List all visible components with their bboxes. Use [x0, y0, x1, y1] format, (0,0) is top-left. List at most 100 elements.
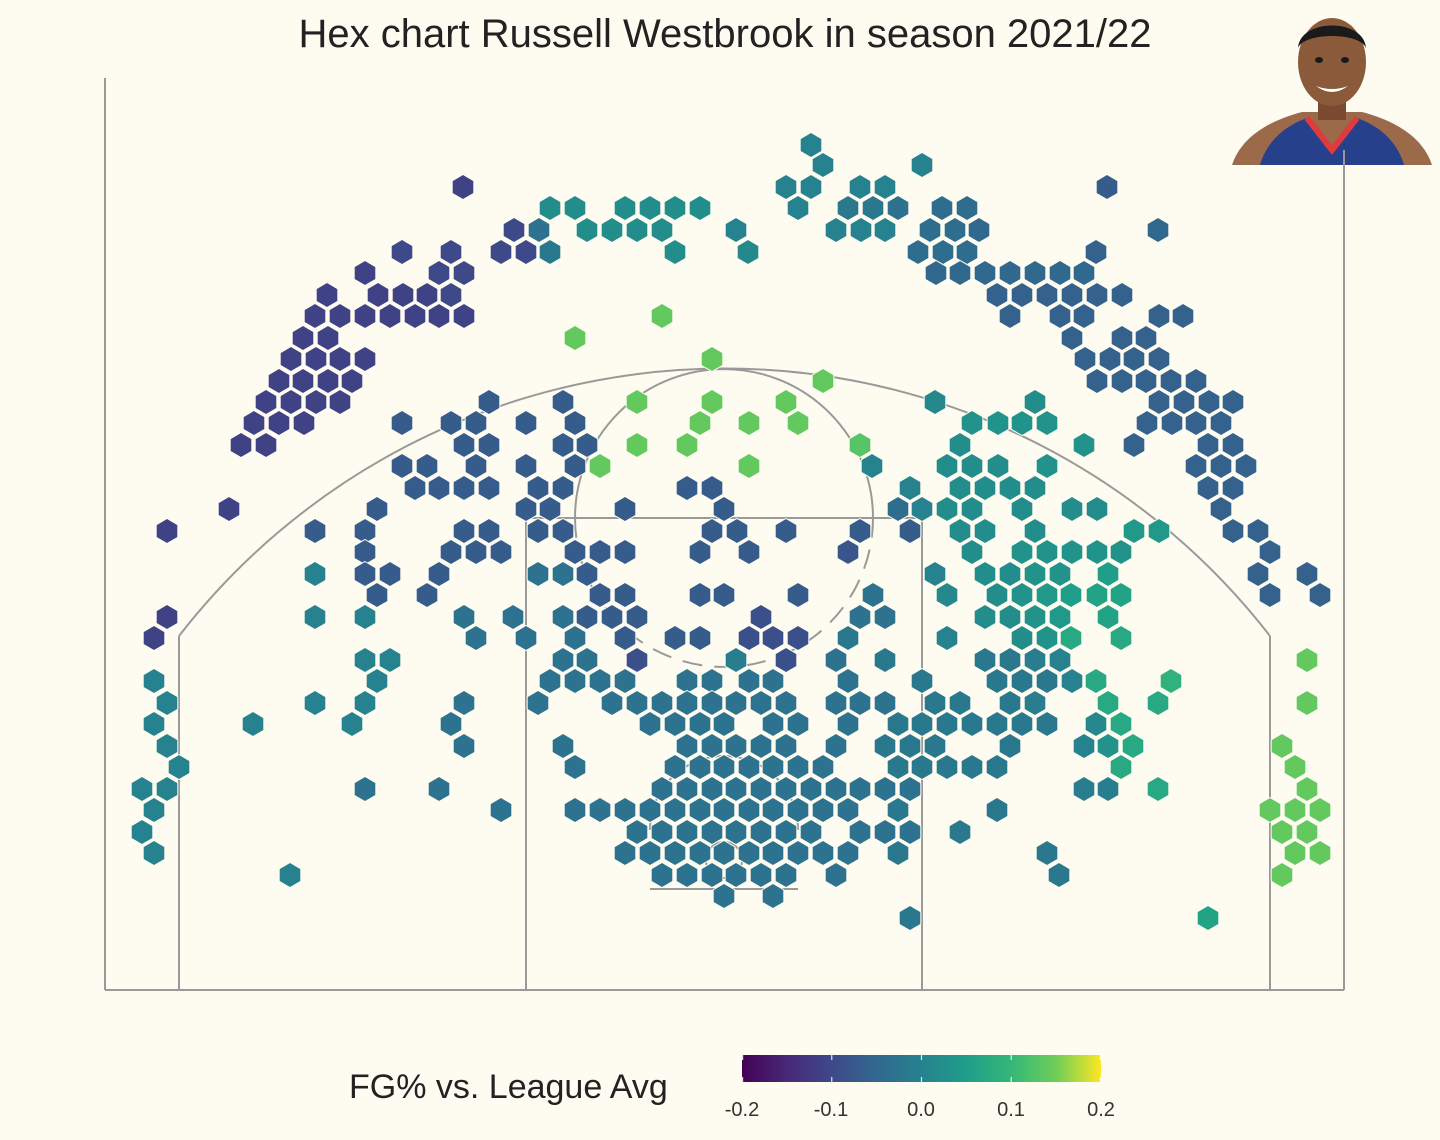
hex-bin [688, 581, 712, 609]
hex-bin [924, 259, 948, 287]
hex-bin [1197, 388, 1221, 416]
hex-bin [700, 732, 724, 760]
hex-bin [663, 753, 687, 781]
hex-bin [1095, 173, 1119, 201]
hex-bin [489, 238, 513, 266]
hex-bin [848, 517, 872, 545]
hex-bin [836, 194, 860, 222]
hex-bin [1121, 732, 1145, 760]
hex-bin [303, 302, 327, 330]
hex-bin [1098, 345, 1122, 373]
hex-bin [786, 796, 810, 824]
hex-bin [688, 753, 712, 781]
hex-bin [650, 775, 674, 803]
hex-bins [130, 131, 1332, 932]
hex-bin [663, 194, 687, 222]
hex-bin [526, 474, 550, 502]
hex-bin [1109, 710, 1133, 738]
hex-bin [1096, 603, 1120, 631]
hex-bin [415, 581, 439, 609]
hex-bin [948, 818, 972, 846]
hex-bin [1258, 538, 1282, 566]
hex-bin [353, 560, 377, 588]
hex-bin [824, 646, 848, 674]
hex-bin [700, 667, 724, 695]
hex-bin [575, 216, 599, 244]
hex-bin [340, 367, 364, 395]
hex-bin [1072, 431, 1096, 459]
hex-bin [1084, 238, 1108, 266]
hex-bin [749, 689, 773, 717]
hex-bin [1270, 818, 1294, 846]
hex-bin [328, 345, 352, 373]
hex-bin [1085, 367, 1109, 395]
hex-bin [1059, 624, 1083, 652]
hex-bin [130, 775, 154, 803]
hex-bin [1246, 560, 1270, 588]
hex-bin [998, 474, 1022, 502]
hex-bin [724, 818, 748, 846]
hex-bin [886, 710, 910, 738]
hex-bin [563, 194, 587, 222]
hex-bin [563, 796, 587, 824]
hex-bin [898, 904, 922, 932]
hex-bin [650, 689, 674, 717]
hex-bin [366, 281, 390, 309]
hex-bin [241, 710, 265, 738]
hex-bin [452, 689, 476, 717]
hex-bin [1048, 560, 1072, 588]
hex-bin [998, 689, 1022, 717]
hex-bin [229, 431, 253, 459]
hex-bin [948, 474, 972, 502]
hex-bin [749, 603, 773, 631]
hex-bin [737, 839, 761, 867]
hex-bin [960, 452, 984, 480]
hex-bin [403, 302, 427, 330]
hex-bin [886, 194, 910, 222]
hex-bin [613, 796, 637, 824]
hex-bin [155, 517, 179, 545]
free-throw-circle-bottom [574, 517, 874, 668]
hex-bin [712, 753, 736, 781]
hex-bin [1060, 324, 1084, 352]
hex-bin [1035, 839, 1059, 867]
hex-bin [663, 796, 687, 824]
hex-bin [563, 753, 587, 781]
hex-bin [142, 667, 166, 695]
hex-bin [724, 646, 748, 674]
hex-bin [910, 667, 934, 695]
hex-bin [464, 538, 488, 566]
hex-bin [638, 710, 662, 738]
hex-bin [303, 689, 327, 717]
hex-bin [960, 538, 984, 566]
hex-bin [267, 367, 291, 395]
free-throw-circle-top [574, 368, 874, 519]
hex-bin [303, 560, 327, 588]
hex-bin [737, 624, 761, 652]
hex-bin [873, 216, 897, 244]
hex-bin [688, 839, 712, 867]
hex-bin [663, 624, 687, 652]
hex-bin [675, 667, 699, 695]
hex-bin [353, 775, 377, 803]
hex-bin [737, 409, 761, 437]
hex-bin [761, 882, 785, 910]
hex-bin [514, 624, 538, 652]
hex-bin [1023, 474, 1047, 502]
hex-bin [551, 560, 575, 588]
hex-bin [1109, 538, 1133, 566]
hex-bin [390, 238, 414, 266]
hex-bin [502, 216, 526, 244]
hex-bin [724, 689, 748, 717]
hex-bin [848, 603, 872, 631]
hex-bin [1110, 324, 1134, 352]
hex-bin [1246, 517, 1270, 545]
hex-bin [700, 689, 724, 717]
hex-bin [1060, 538, 1084, 566]
hex-bin [464, 409, 488, 437]
hex-bin [613, 667, 637, 695]
hex-bin [489, 796, 513, 824]
hex-bin [1035, 667, 1059, 695]
hex-bin [675, 861, 699, 889]
colorbar-tick-label: 0.1 [997, 1099, 1025, 1121]
